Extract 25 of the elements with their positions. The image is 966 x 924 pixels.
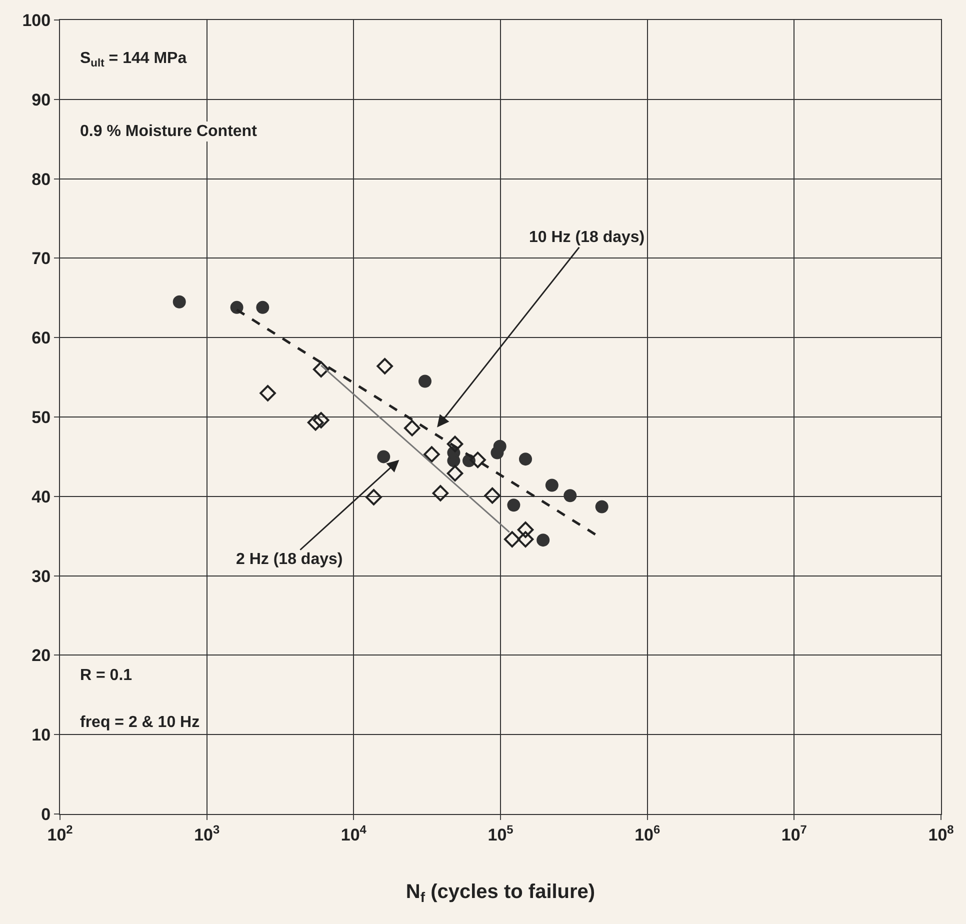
- y-tick-label: 20: [32, 646, 51, 666]
- y-tick-label: 90: [32, 90, 51, 110]
- y-tick-label: 80: [32, 170, 51, 189]
- y-tick-label: 50: [32, 408, 51, 427]
- x-tick-label: 10$^{6}$: [634, 822, 660, 844]
- y-tick-label: 100: [22, 10, 51, 30]
- annotation: R = 0.1: [80, 667, 132, 684]
- x-tick-label: 10$^{3}$: [194, 822, 220, 844]
- y-tick-label: 70: [32, 249, 51, 268]
- y-tick-label: 40: [32, 487, 51, 506]
- annotation: 2 Hz (18 days): [236, 551, 343, 568]
- y-tick-label: 30: [32, 566, 51, 586]
- x-tick-label: 10$^{7}$: [781, 822, 808, 844]
- annotation: 0.9 % Moisture Content: [80, 123, 258, 140]
- annotation: freq = 2 & 10 Hz: [80, 714, 200, 731]
- x-tick-label: 10$^{2}$: [47, 822, 74, 844]
- annotation: 10 Hz (18 days): [529, 229, 645, 246]
- y-tick-label: 60: [32, 328, 51, 348]
- annotation: S$_{ult}$ = 144 MPa: [80, 50, 187, 70]
- x-tick-label: 10$^{5}$: [488, 822, 514, 844]
- y-tick-label: 10: [32, 726, 51, 745]
- x-tick-label: 10$^{4}$: [340, 822, 367, 844]
- y-tick-label: 0: [41, 804, 51, 824]
- x-axis-title: N$_{f}$ (cycles to failure): [406, 880, 596, 906]
- x-tick-label: 10$^{8}$: [928, 822, 954, 844]
